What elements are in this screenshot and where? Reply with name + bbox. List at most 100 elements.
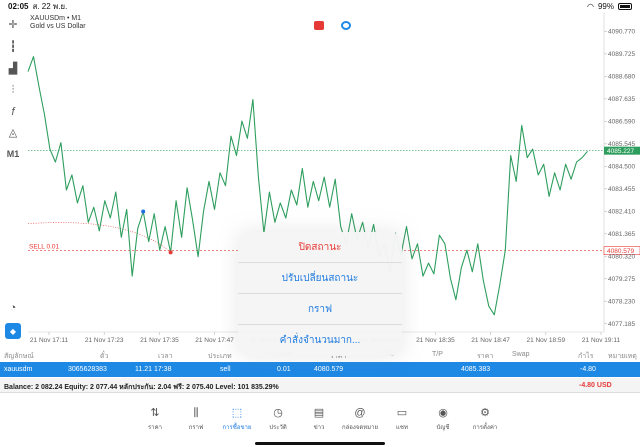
position-price-label: 4080.579 [607,248,634,255]
accounts-icon: ◉ [438,407,448,419]
row-current-price: 4085.383 [461,366,491,373]
battery-icon [618,2,632,10]
tab-quotes-label: ราคา [148,425,162,431]
indicator-settings-icon[interactable]: ⫶ [11,83,15,96]
balance-bar: Balance: 2 082.24 Equity: 2 077.44 หลักป… [0,378,640,393]
row-open-price: 4080.579 [314,366,344,373]
header-swap[interactable]: Swap [512,351,530,358]
tab-news[interactable]: ▤ ข่าว [299,406,339,432]
bar-chart-icon[interactable]: ▟ [8,62,18,75]
y-tick-label: 4090.770 [608,29,635,36]
trade-icon: ⬚ [231,407,243,419]
tab-mailbox-label: กล่องจดหมาย [341,425,379,431]
order-marker [141,209,146,214]
status-date: ส. 22 พ.ย. [32,1,68,11]
candlestick-icon[interactable]: ┇ [9,40,17,53]
status-bar: 02:05 ส. 22 พ.ย. ◠ 99% [0,0,640,12]
bid-price-label: 4085.227 [607,148,634,155]
x-tick-label: 21 Nov 18:47 [471,337,510,344]
crosshair-icon[interactable]: ✛ [8,18,18,31]
battery-percent: 99% [597,1,614,11]
timeframe-button[interactable]: M1 [6,149,20,159]
entry-marker [168,250,173,255]
close-position-item[interactable]: ปิดสถานะ [238,232,402,263]
y-tick-label: 4086.590 [608,119,635,126]
y-tick-label: 4082.410 [608,208,635,215]
price-line [27,56,588,316]
trade-clock-icon[interactable]: ◔ [9,302,17,314]
tab-chat[interactable]: ▭ แชท [382,406,422,432]
y-tick-label: 4084.500 [608,164,635,171]
header-current-price[interactable]: ราคา [477,353,494,360]
symbol-description: Gold vs US Dollar [30,23,86,30]
y-tick-label: 4088.680 [608,74,635,81]
one-click-icon[interactable] [341,21,351,30]
position-context-menu: ปิดสถานะ ปรับเปลี่ยนสถานะ กราฟ คำสั่งจำน… [238,232,402,356]
quotes-icon: ⇅ [150,407,160,419]
tab-quotes[interactable]: ⇅ ราคา [135,406,175,432]
position-label: SELL 0.01 [29,244,60,251]
mailbox-icon: @ [354,407,366,419]
function-icon[interactable]: f [11,106,15,118]
bulk-operations-item[interactable]: คำสั่งจำนวนมาก... [279,335,361,346]
y-tick-label: 4083.455 [608,186,635,193]
objects-icon[interactable]: ◬ [8,126,18,139]
tab-history[interactable]: ◷ ประวัติ [258,406,298,432]
header-tp[interactable]: T/P [432,351,443,358]
status-time: 02:05 [8,1,29,11]
position-price-tag [603,246,640,255]
y-tick-label: 4079.275 [608,276,635,283]
app-logo-icon[interactable]: ◆ [5,323,21,339]
y-tick-label: 4078.230 [608,298,635,305]
history-icon: ◷ [273,407,283,419]
wifi-icon: ◠ [587,1,594,11]
tab-chart[interactable]: ⫼ กราฟ [176,406,216,432]
x-tick-label: 21 Nov 18:59 [526,337,565,344]
balance-summary: Balance: 2 082.24 Equity: 2 077.44 หลักป… [4,384,279,391]
tab-settings[interactable]: ⚙ การตั้งค่า [465,406,505,432]
tab-accounts-label: บัญชี [436,425,450,431]
modify-position-item[interactable]: ปรับเปลี่ยนสถานะ [238,263,402,294]
status-right: ◠ 99% [587,2,632,11]
tab-mailbox[interactable]: @ กล่องจดหมาย [340,406,380,432]
tab-history-label: ประวัติ [269,425,287,431]
status-left: 02:05 ส. 22 พ.ย. [8,0,67,13]
chat-icon: ▭ [396,407,408,419]
header-symbol[interactable]: สัญลักษณ์ [4,353,34,360]
bottom-tab-bar: ⇅ ราคา ⫼ กราฟ ⬚ การซื้อขาย ◷ ประวัติ ▤ ข… [0,394,640,447]
position-row[interactable]: xauusdm 3065628383 11.21 17:38 sell 0.01… [0,362,640,377]
x-tick-label: 21 Nov 17:47 [195,337,234,344]
header-comment[interactable]: หมายเหตุ [608,353,637,360]
row-profit: -4.80 [580,366,596,373]
chart-item[interactable]: กราฟ [238,294,402,325]
price-series [27,56,588,316]
tab-settings-label: การตั้งค่า [472,425,498,431]
row-symbol: xauusdm [4,366,33,373]
row-type: sell [220,366,231,373]
header-profit[interactable]: กำไร [578,353,594,360]
header-time[interactable]: เวลา [158,353,173,360]
header-open-price[interactable]: ราคา [330,353,347,360]
header-ticket[interactable]: ตั๋ว [100,353,109,360]
row-time: 11.21 17:38 [135,366,172,373]
news-icon: ▤ [313,407,325,419]
x-tick-label: 21 Nov 17:35 [140,337,179,344]
bid-price-tag [604,146,640,155]
x-tick-label: 21 Nov 17:23 [85,337,124,344]
tab-trade[interactable]: ⬚ การซื้อขาย [217,406,257,432]
home-indicator [255,442,385,445]
header-type[interactable]: ประเภท [208,353,232,360]
tab-chart-label: กราฟ [188,425,204,431]
tab-chat-label: แชท [396,425,408,431]
y-tick-label: 4085.545 [608,141,635,148]
y-tick-label: 4077.185 [608,321,635,328]
x-tick-label: 21 Nov 18:35 [416,337,455,344]
left-toolbar: ✛ ┇ ▟ ⫶ f ◬ M1 ◔ ◆ [0,12,26,342]
trade-mode-icon[interactable] [314,21,324,30]
tab-accounts[interactable]: ◉ บัญชี [423,406,463,432]
x-tick-label: 21 Nov 19:11 [582,337,621,344]
y-tick-label: 4089.725 [608,51,635,58]
row-ticket: 3065628383 [68,366,107,373]
x-tick-label: 21 Nov 17:11 [30,337,69,344]
